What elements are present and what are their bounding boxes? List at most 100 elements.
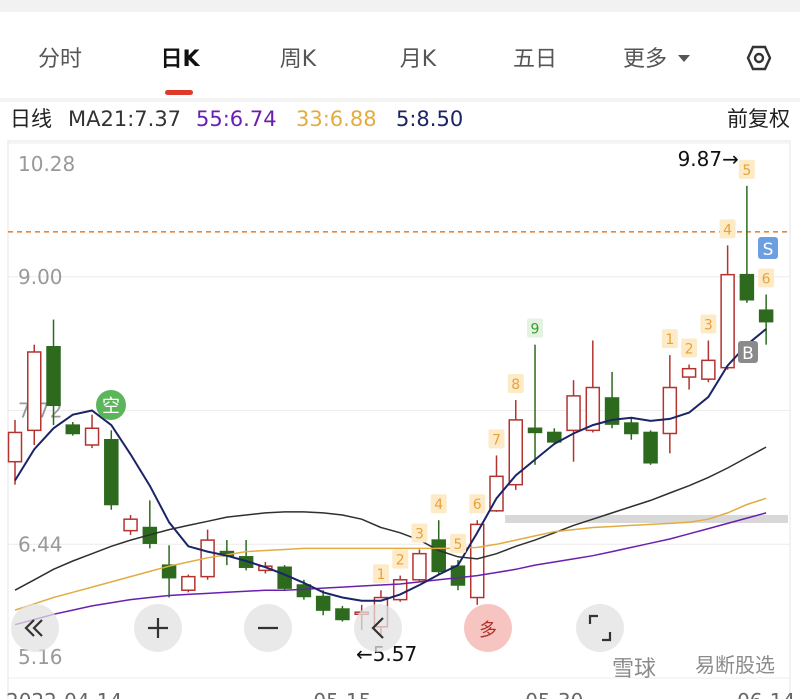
y-tick-label: 6.44 xyxy=(18,532,63,556)
td-badge xyxy=(661,329,678,349)
candle-body xyxy=(469,523,485,599)
legend-entry: 33:6.88 xyxy=(296,107,377,131)
dropdown-arrow[interactable] xyxy=(678,55,690,62)
toolbar-button[interactable] xyxy=(464,604,512,652)
separator xyxy=(0,98,800,102)
badge: 空 xyxy=(102,396,120,417)
td-label: 2 xyxy=(685,342,694,358)
candle-body xyxy=(604,397,620,425)
candle-body xyxy=(161,564,177,579)
x-tick-label: 05-30 xyxy=(525,689,583,699)
badge: B xyxy=(742,344,754,364)
candle-body xyxy=(335,608,350,621)
candle-body xyxy=(508,419,524,486)
candle-body xyxy=(643,431,658,464)
td-label: 4 xyxy=(434,497,443,513)
candle-body xyxy=(412,552,427,581)
candle-body xyxy=(296,584,312,598)
td-label: 8 xyxy=(511,377,520,393)
td-badge xyxy=(700,314,717,334)
candle-body xyxy=(104,439,119,506)
candle-body xyxy=(681,367,697,378)
candle-body xyxy=(624,422,639,435)
ma-line xyxy=(14,446,767,591)
ma-line xyxy=(14,512,767,626)
td-label: 3 xyxy=(415,526,424,542)
status-strip xyxy=(0,0,800,12)
candle-body xyxy=(315,595,331,611)
settings-icon[interactable] xyxy=(746,45,772,71)
settings-icon-center xyxy=(753,52,765,64)
candle-body xyxy=(46,346,61,407)
annotation: 9.87→ xyxy=(678,147,739,171)
candle-body xyxy=(662,386,678,435)
td-badge xyxy=(527,318,544,338)
watermark: 雪球 xyxy=(612,657,656,682)
td-label: 6 xyxy=(762,272,771,288)
x-tick-label: 2022-04-14 xyxy=(6,689,122,699)
toolbar-button[interactable] xyxy=(354,604,402,652)
candle-body xyxy=(720,273,735,369)
candle-body xyxy=(585,386,601,432)
legend-entry: 55:6.74 xyxy=(196,107,277,131)
candle-body xyxy=(739,273,755,301)
watermark: 易断股选 xyxy=(695,653,775,677)
candle-body xyxy=(277,566,292,589)
td-label: 4 xyxy=(723,222,732,238)
tab[interactable]: 月K xyxy=(400,47,437,72)
period-label: 日线 xyxy=(10,107,52,131)
tab[interactable]: 更多 xyxy=(623,47,667,72)
candle-body xyxy=(701,359,716,380)
td-badge xyxy=(738,159,755,179)
overlay-band xyxy=(505,515,788,523)
tab-underline xyxy=(165,90,193,95)
td-label: 1 xyxy=(665,332,674,348)
tab[interactable]: 五日 xyxy=(513,47,557,72)
candle-body xyxy=(566,395,581,432)
candle-body xyxy=(84,427,100,446)
td-badge xyxy=(430,494,447,514)
tab[interactable]: 分时 xyxy=(38,47,82,72)
y-tick-label: 10.28 xyxy=(18,152,75,176)
plot-frame xyxy=(7,140,791,699)
td-label: 5 xyxy=(742,163,751,179)
x-tick-label: 06-14 xyxy=(737,689,795,699)
x-tick-label: 05-15 xyxy=(313,689,371,699)
td-label: 7 xyxy=(492,432,501,448)
td-badge xyxy=(469,494,486,514)
candle-body xyxy=(450,565,466,586)
badge: S xyxy=(763,240,774,260)
td-badge xyxy=(758,268,775,288)
td-label: 5 xyxy=(454,537,463,553)
td-badge xyxy=(372,564,389,584)
candle-body xyxy=(123,518,138,532)
td-badge xyxy=(449,533,466,553)
icon-back xyxy=(371,617,384,639)
legend-entry: 5:8.50 xyxy=(396,107,463,131)
td-label: 9 xyxy=(531,322,540,338)
ma-line xyxy=(14,328,767,602)
td-badge xyxy=(681,338,698,358)
icon-expand xyxy=(588,614,612,642)
td-label: 3 xyxy=(704,317,713,333)
icon-plus xyxy=(148,618,168,638)
candle-body xyxy=(758,309,774,323)
toolbar-label[interactable]: 多 xyxy=(479,620,497,641)
candle-body xyxy=(7,431,23,463)
toolbar-button[interactable] xyxy=(576,604,624,652)
tab[interactable]: 周K xyxy=(280,47,317,72)
td-label: 6 xyxy=(473,497,482,513)
ma-line xyxy=(14,497,767,611)
badge-bg xyxy=(738,341,758,363)
candle-body xyxy=(65,424,81,435)
td-label: 2 xyxy=(396,553,405,569)
td-badge xyxy=(488,429,505,449)
td-badge xyxy=(719,219,736,239)
tab[interactable]: 日K xyxy=(160,47,200,72)
candle-body xyxy=(181,575,196,591)
td-badge xyxy=(411,523,428,543)
legend-entry: MA21:7.37 xyxy=(68,107,181,131)
adjust-label[interactable]: 前复权 xyxy=(727,107,790,131)
